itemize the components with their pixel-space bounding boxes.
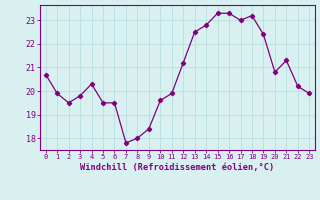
X-axis label: Windchill (Refroidissement éolien,°C): Windchill (Refroidissement éolien,°C): [80, 163, 275, 172]
